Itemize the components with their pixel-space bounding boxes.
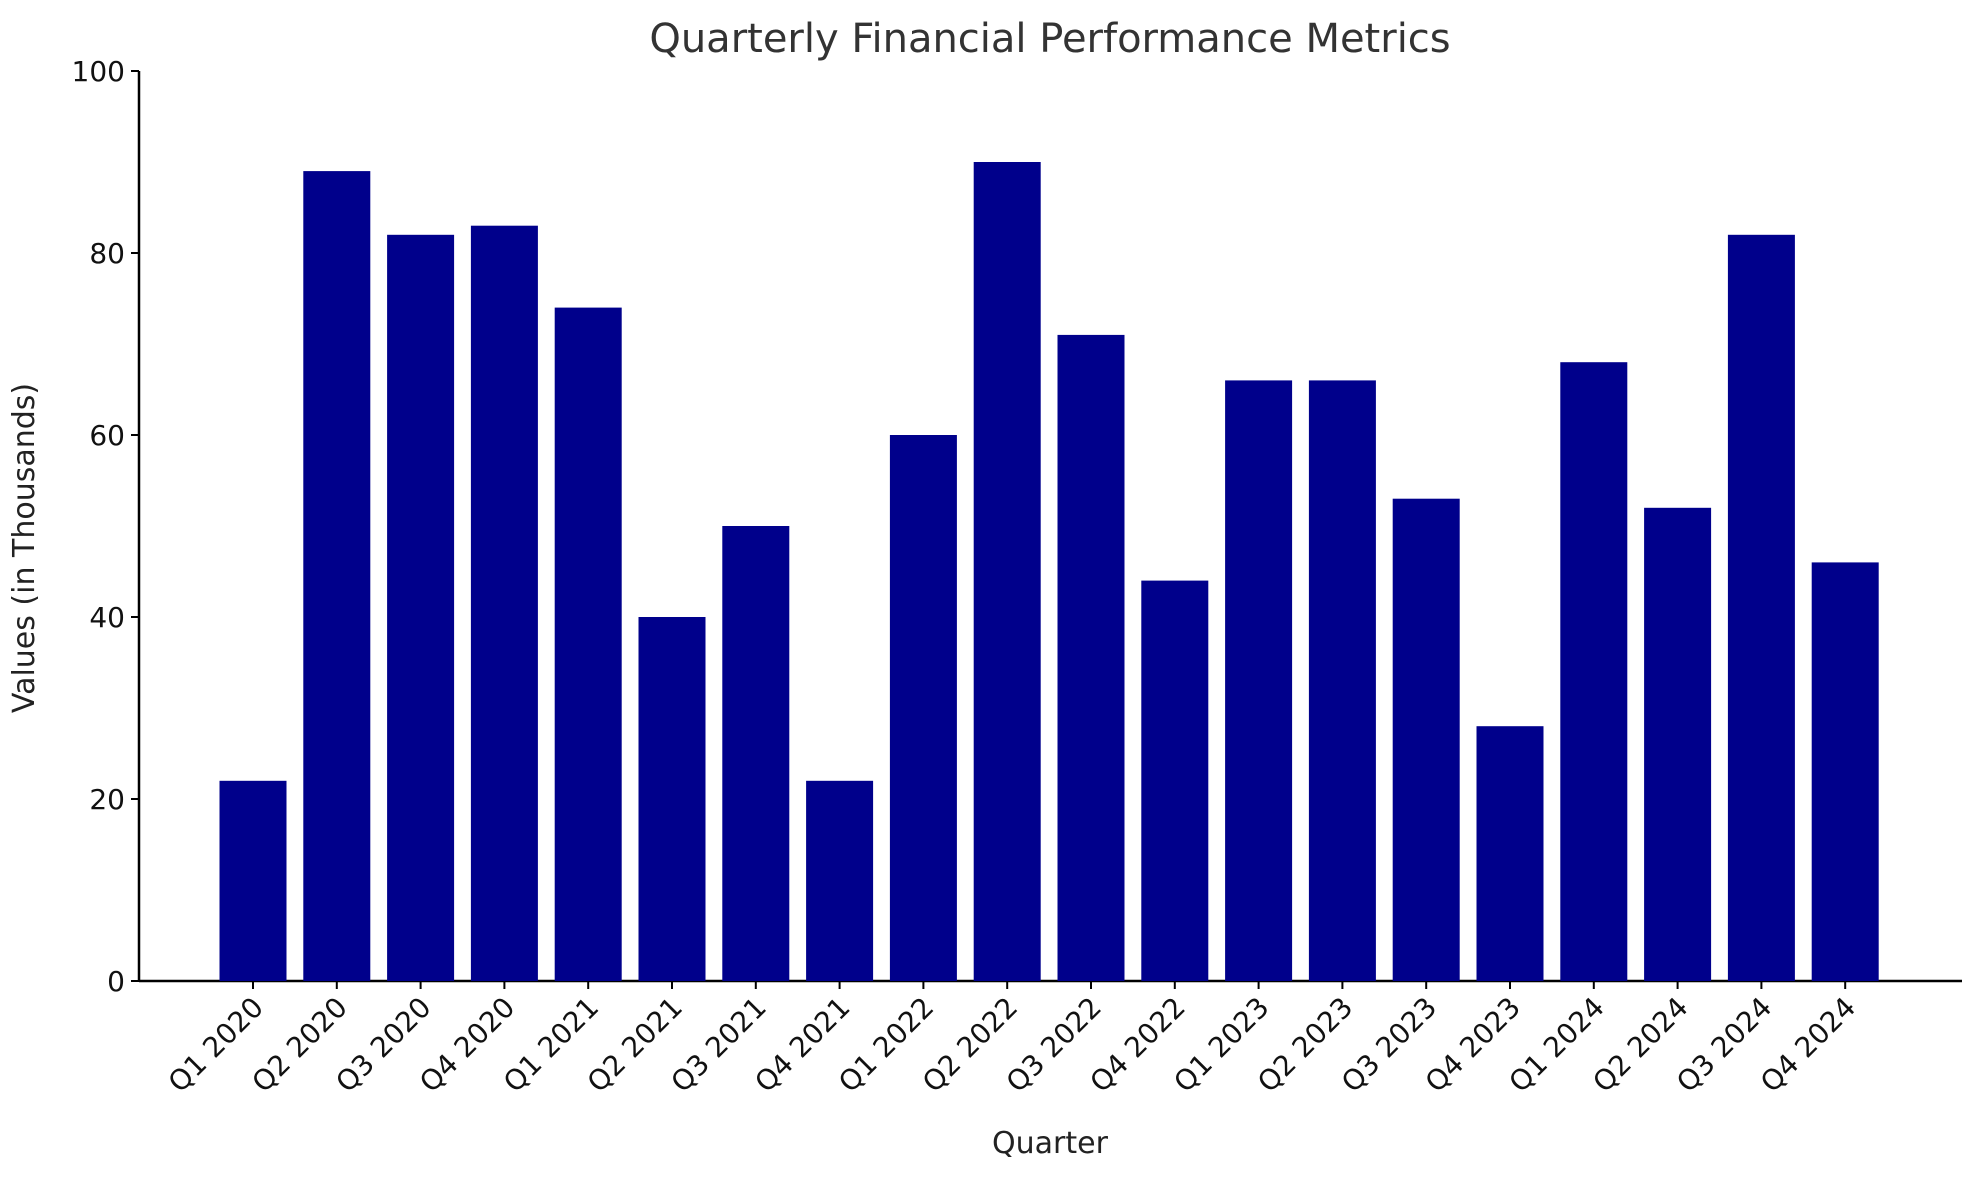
y-tick-label: 100: [72, 55, 125, 88]
bar: [1225, 380, 1293, 981]
bar: [1392, 498, 1460, 981]
bar: [1057, 334, 1125, 981]
bar: [806, 780, 874, 981]
bar: [722, 526, 790, 981]
bar: [973, 162, 1041, 981]
chart-title: Quarterly Financial Performance Metrics: [649, 16, 1450, 62]
bar: [638, 617, 706, 981]
bar: [219, 780, 287, 981]
bar: [1811, 562, 1879, 981]
bar: [889, 435, 957, 981]
y-axis-label: Values (in Thousands): [7, 383, 42, 713]
bar: [1727, 234, 1795, 982]
x-axis-label: Quarter: [992, 1126, 1109, 1161]
y-tick-label: 80: [89, 237, 125, 270]
bar: [387, 234, 455, 982]
y-tick-label: 0: [107, 965, 125, 998]
bar: [1141, 580, 1209, 981]
bar: [1644, 507, 1712, 981]
y-tick-label: 20: [89, 783, 125, 816]
bars: [219, 162, 1879, 982]
bar: [1476, 726, 1544, 981]
y-tick-label: 60: [89, 419, 125, 452]
y-axis-ticks: 0 20 40 60 80 100: [72, 55, 139, 998]
y-tick-label: 40: [89, 601, 125, 634]
bar: [303, 171, 371, 982]
bar: [1560, 362, 1628, 981]
bar: [470, 225, 538, 981]
bar: [554, 307, 622, 982]
bar: [1308, 380, 1376, 981]
